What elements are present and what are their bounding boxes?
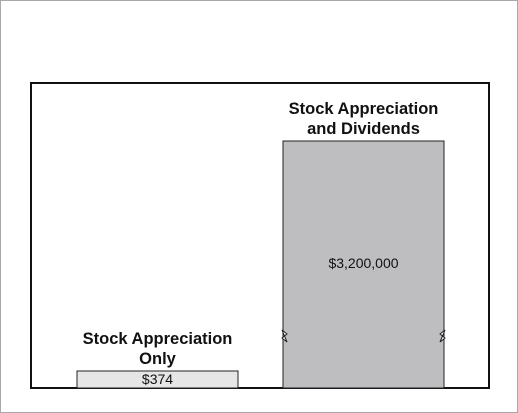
axis-break xyxy=(439,329,446,343)
category-label: Stock Appreciation Only xyxy=(82,330,233,368)
value-label: $374 xyxy=(142,371,173,387)
axis-break xyxy=(281,329,288,343)
category-label: Stock Appreciation and Dividends xyxy=(288,100,439,138)
value-label: $3,200,000 xyxy=(328,255,398,271)
bar xyxy=(282,140,445,389)
bar xyxy=(76,370,239,389)
